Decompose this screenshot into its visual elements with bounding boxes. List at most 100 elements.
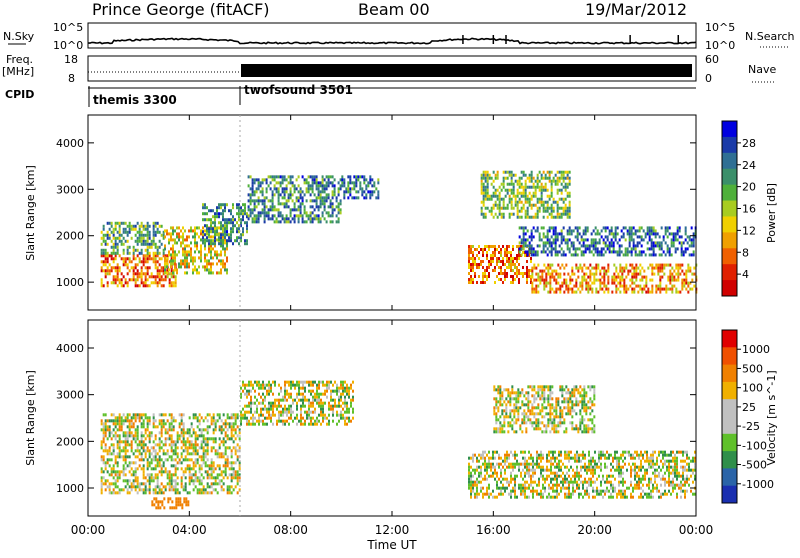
heatmap-cell	[207, 446, 209, 449]
heatmap-cell	[567, 210, 569, 213]
heatmap-cell	[218, 212, 220, 215]
heatmap-cell	[524, 272, 526, 275]
heatmap-cell	[611, 276, 613, 279]
heatmap-cell	[599, 288, 601, 291]
heatmap-cell	[240, 417, 242, 420]
heatmap-cell	[336, 393, 338, 396]
heatmap-cell	[501, 189, 503, 192]
heatmap-cell	[276, 217, 278, 220]
heatmap-cell	[280, 211, 282, 214]
heatmap-cell	[599, 238, 601, 241]
heatmap-cell	[211, 476, 213, 479]
heatmap-cell	[159, 275, 161, 278]
heatmap-cell	[531, 288, 533, 291]
heatmap-cell	[486, 254, 488, 257]
heatmap-cell	[282, 411, 284, 414]
heatmap-cell	[532, 487, 534, 490]
heatmap-cell	[492, 454, 494, 457]
heatmap-cell	[225, 464, 227, 467]
heatmap-cell	[474, 272, 476, 275]
heatmap-cell	[131, 237, 133, 240]
heatmap-cell	[476, 254, 478, 257]
heatmap-cell	[562, 487, 564, 490]
heatmap-cell	[161, 234, 163, 237]
heatmap-cell	[145, 455, 147, 458]
heatmap-cell	[599, 273, 601, 276]
heatmap-cell	[324, 202, 326, 205]
heatmap-cell	[178, 232, 180, 235]
heatmap-cell	[563, 198, 565, 201]
heatmap-cell	[494, 245, 496, 248]
nsky-trace	[88, 38, 696, 43]
heatmap-cell	[470, 275, 472, 278]
heatmap-cell	[213, 464, 215, 467]
heatmap-cell	[685, 273, 687, 276]
heatmap-cell	[177, 491, 179, 494]
heatmap-cell	[246, 242, 248, 245]
heatmap-cell	[542, 454, 544, 457]
heatmap-cell	[183, 431, 185, 434]
heatmap-cell	[133, 252, 135, 255]
heatmap-cell	[290, 193, 292, 196]
heatmap-cell	[336, 387, 338, 390]
heatmap-cell	[587, 247, 589, 250]
heatmap-cell	[512, 263, 514, 266]
heatmap-cell	[168, 241, 170, 244]
heatmap-cell	[567, 192, 569, 195]
heatmap-cell	[340, 387, 342, 390]
heatmap-cell	[227, 476, 229, 479]
heatmap-cell	[330, 214, 332, 217]
heatmap-cell	[574, 475, 576, 478]
heatmap-cell	[157, 491, 159, 494]
heatmap-cell	[530, 478, 532, 481]
heatmap-cell	[493, 171, 495, 174]
heatmap-cell	[155, 449, 157, 452]
heatmap-cell	[159, 470, 161, 473]
heatmap-cell	[203, 455, 205, 458]
heatmap-cell	[574, 472, 576, 475]
heatmap-cell	[554, 466, 556, 469]
heatmap-cell	[625, 291, 627, 294]
heatmap-cell	[544, 478, 546, 481]
heatmap-cell	[545, 235, 547, 238]
heatmap-cell	[147, 284, 149, 287]
heatmap-cell	[212, 262, 214, 265]
heatmap-cell	[537, 177, 539, 180]
heatmap-cell	[127, 413, 129, 416]
heatmap-cell	[225, 452, 227, 455]
heatmap-cell	[504, 457, 506, 460]
heatmap-cell	[511, 201, 513, 204]
heatmap-cell	[348, 393, 350, 396]
heatmap-cell	[543, 270, 545, 273]
heatmap-cell	[218, 203, 220, 206]
heatmap-cell	[208, 218, 210, 221]
heatmap-cell	[189, 482, 191, 485]
heatmap-cell	[232, 230, 234, 233]
heatmap-cell	[149, 449, 151, 452]
heatmap-cell	[145, 482, 147, 485]
heatmap-cell	[474, 263, 476, 266]
heatmap-cell	[153, 275, 155, 278]
heatmap-cell	[343, 190, 345, 193]
heatmap-cell	[204, 259, 206, 262]
heatmap-cell	[258, 214, 260, 217]
heatmap-cell	[167, 473, 169, 476]
heatmap-cell	[631, 291, 633, 294]
heatmap-cell	[235, 422, 237, 425]
heatmap-cell	[308, 175, 310, 178]
heatmap-cell	[532, 460, 534, 463]
heatmap-cell	[164, 235, 166, 238]
heatmap-cell	[562, 478, 564, 481]
heatmap-cell	[306, 414, 308, 417]
heatmap-cell	[117, 263, 119, 266]
heatmap-cell	[322, 199, 324, 202]
heatmap-cell	[563, 207, 565, 210]
heatmap-cell	[546, 460, 548, 463]
heatmap-cell	[157, 275, 159, 278]
heatmap-cell	[242, 417, 244, 420]
heatmap-cell	[352, 408, 354, 411]
heatmap-cell	[133, 482, 135, 485]
heatmap-cell	[143, 434, 145, 437]
heatmap-cell	[169, 482, 171, 485]
heatmap-cell	[553, 177, 555, 180]
